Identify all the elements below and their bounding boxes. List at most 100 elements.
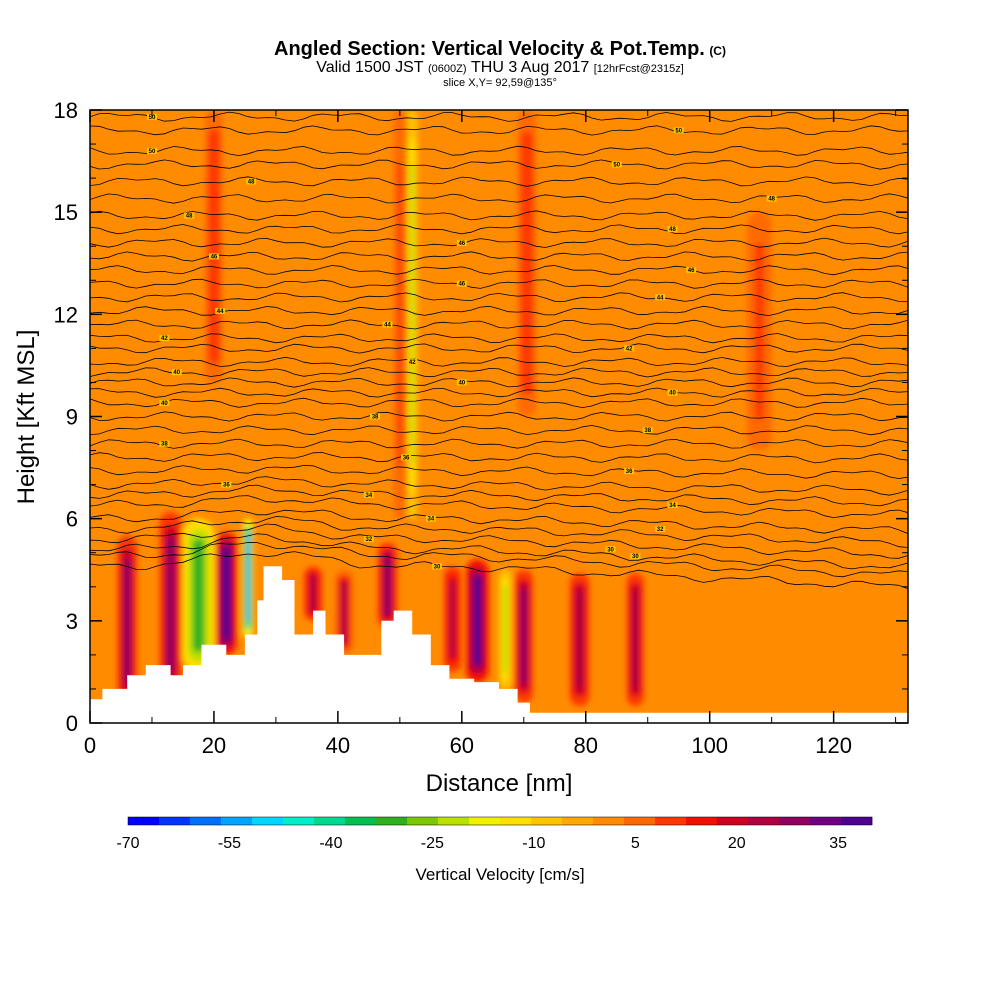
- contour-label: 48: [768, 197, 775, 203]
- colorbar-swatch: [190, 817, 222, 825]
- colorbar-swatch: [779, 817, 811, 825]
- y-tick-label: 15: [54, 200, 78, 225]
- velocity-column: [123, 557, 131, 684]
- colorbar-swatch: [500, 817, 532, 825]
- colorbar-tick-label: -25: [421, 835, 444, 852]
- theta-contour: [90, 438, 908, 449]
- theta-contour: [90, 333, 908, 344]
- colorbar-swatch: [841, 817, 873, 825]
- colorbar-swatch: [686, 817, 718, 825]
- contour-label-bg: [655, 294, 666, 301]
- theta-contour: [90, 533, 908, 570]
- theta-contour: [90, 495, 908, 519]
- theta-contour: [90, 523, 908, 559]
- y-tick-label: 3: [66, 609, 78, 634]
- contour-label-bg: [363, 536, 374, 543]
- terrain-mask: [90, 566, 908, 723]
- contour-label-bg: [246, 178, 257, 185]
- velocity-column: [503, 585, 508, 674]
- contour-label-bg: [171, 369, 182, 376]
- x-tick-label: 0: [84, 733, 96, 758]
- velocity-column: [340, 580, 348, 644]
- colorbar-swatch: [531, 817, 563, 825]
- contour-label: 42: [409, 360, 416, 366]
- y-tick-label: 12: [54, 302, 78, 327]
- x-tick-label: 80: [574, 733, 598, 758]
- contour-label: 44: [384, 323, 391, 329]
- slice-info: slice X,Y= 92,59@135°: [443, 77, 557, 89]
- colorbar-swatch: [345, 817, 377, 825]
- contour-label: 46: [688, 268, 695, 274]
- velocity-column: [192, 538, 205, 652]
- contour-label-bg: [215, 307, 226, 314]
- theta-contour: [90, 424, 908, 436]
- colorbar-tick-label: -10: [522, 835, 545, 852]
- contour-label-bg: [363, 491, 374, 498]
- contour-label-bg: [456, 379, 467, 386]
- theta-contour: [90, 319, 908, 330]
- theta-contour: [90, 484, 908, 507]
- contour-label-bg: [456, 280, 467, 287]
- chart-title-row: Angled Section: Vertical Velocity & Pot.…: [0, 38, 1000, 61]
- contour-label: 40: [173, 370, 180, 376]
- colorbar-swatch: [624, 817, 656, 825]
- contour-label: 40: [669, 391, 676, 397]
- contour-label-bg: [667, 226, 678, 233]
- contour-label-bg: [624, 467, 635, 474]
- velocity-column: [449, 580, 456, 659]
- contour-label: 36: [626, 469, 633, 475]
- contour-label: 44: [657, 295, 664, 301]
- y-tick-label: 18: [54, 98, 78, 123]
- contour-label-bg: [655, 525, 666, 532]
- contour-label-bg: [630, 553, 641, 560]
- theta-contour: [90, 210, 908, 221]
- copyright-mark: (C): [709, 44, 726, 58]
- valid-time-row: Valid 1500 JST (0600Z) THU 3 Aug 2017 [1…: [0, 59, 1000, 77]
- contour-label: 38: [161, 442, 168, 448]
- forecast-info: [12hrFcst@2315z]: [593, 63, 684, 75]
- contour-label: 42: [161, 336, 168, 342]
- colorbar-swatch: [748, 817, 780, 825]
- x-tick-label: 20: [202, 733, 226, 758]
- x-tick-label: 120: [815, 733, 852, 758]
- colorbar-swatch: [376, 817, 408, 825]
- contour-label: 42: [626, 346, 633, 352]
- colorbar-swatch: [562, 817, 594, 825]
- field-columns: [117, 110, 772, 706]
- contour-label: 30: [632, 554, 639, 560]
- velocity-column: [520, 587, 528, 686]
- theta-contour: [90, 111, 908, 122]
- theta-contour: [90, 367, 908, 378]
- contour-label: 50: [613, 162, 620, 168]
- colorbar-swatch: [221, 817, 253, 825]
- colorbar-tick-label: 20: [728, 835, 746, 852]
- colorbar-tick-label: -40: [319, 835, 342, 852]
- velocity-column: [383, 553, 391, 617]
- theta-contour: [90, 292, 908, 303]
- contour-label-bg: [667, 502, 678, 509]
- colorbar-swatch: [407, 817, 439, 825]
- contour-label-bg: [146, 113, 157, 120]
- contour-label: 40: [458, 380, 465, 386]
- contour-label: 44: [217, 309, 224, 315]
- colorbar-label: Vertical Velocity [cm/s]: [415, 865, 584, 884]
- theta-contour: [90, 452, 908, 464]
- colorbar-tick-label: -55: [218, 835, 241, 852]
- velocity-column: [632, 590, 639, 689]
- colorbar-swatch: [314, 817, 346, 825]
- y-tick-label: 0: [66, 711, 78, 736]
- contour-label-bg: [159, 335, 170, 342]
- velocity-column: [410, 163, 414, 466]
- contour-label: 48: [248, 180, 255, 186]
- contour-label-bg: [673, 127, 684, 134]
- velocity-column: [246, 534, 250, 623]
- contour-label-bg: [159, 399, 170, 406]
- velocity-column: [397, 163, 403, 466]
- theta-contour: [90, 176, 908, 187]
- colorbar-swatch: [810, 817, 842, 825]
- valid-time: Valid 1500 JST: [316, 59, 424, 76]
- colorbar-tick-label: 35: [829, 835, 847, 852]
- y-tick-label: 6: [66, 507, 78, 532]
- contour-label: 34: [366, 493, 373, 499]
